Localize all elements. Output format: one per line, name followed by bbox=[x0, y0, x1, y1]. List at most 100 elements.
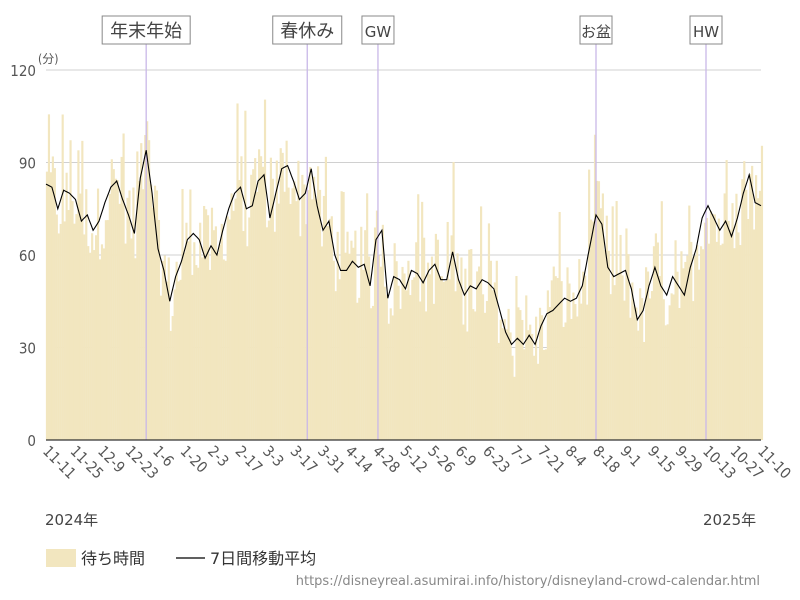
bar bbox=[756, 198, 760, 440]
legend-line-label: 7日間移動平均 bbox=[210, 549, 316, 568]
bar bbox=[65, 172, 68, 440]
x-tick-9-15: 9-15 bbox=[644, 442, 678, 476]
bar bbox=[366, 193, 369, 440]
bar bbox=[536, 363, 540, 440]
bar bbox=[458, 282, 461, 440]
bar bbox=[666, 324, 669, 440]
bar bbox=[755, 175, 758, 440]
bar bbox=[171, 316, 174, 440]
bar bbox=[309, 166, 312, 441]
bar bbox=[144, 135, 147, 440]
bar bbox=[157, 219, 161, 440]
bar bbox=[395, 261, 398, 440]
bar bbox=[662, 299, 665, 440]
bar bbox=[580, 303, 583, 440]
bar bbox=[493, 282, 496, 440]
bar bbox=[711, 213, 714, 440]
bar bbox=[735, 193, 738, 440]
legend-bar-swatch bbox=[46, 549, 76, 567]
bar bbox=[623, 300, 626, 440]
bar bbox=[538, 307, 542, 440]
bar bbox=[283, 191, 286, 440]
bar bbox=[49, 172, 52, 440]
bar bbox=[161, 260, 164, 440]
bar bbox=[419, 301, 422, 440]
bar bbox=[212, 230, 216, 440]
bar bbox=[686, 255, 689, 440]
bar bbox=[120, 156, 123, 440]
bar bbox=[456, 253, 459, 440]
bar bbox=[570, 318, 573, 440]
bar bbox=[232, 210, 235, 440]
y-tick-labels: 0 30 60 90 120 bbox=[10, 62, 36, 450]
bar bbox=[656, 242, 659, 440]
bar bbox=[741, 179, 744, 441]
bar bbox=[328, 218, 331, 440]
bar bbox=[216, 253, 219, 440]
bar bbox=[603, 250, 606, 440]
bar bbox=[87, 246, 90, 440]
bar bbox=[195, 265, 198, 440]
bar bbox=[513, 376, 516, 440]
bar bbox=[489, 260, 492, 440]
bar bbox=[515, 276, 518, 440]
bar bbox=[411, 279, 414, 440]
bar bbox=[590, 219, 593, 440]
bar bbox=[733, 248, 736, 440]
annotation-label: HW bbox=[693, 23, 719, 41]
x-tick-5-12: 5-12 bbox=[397, 442, 431, 476]
bar bbox=[346, 231, 349, 440]
bar bbox=[698, 269, 701, 440]
bar bbox=[313, 176, 316, 440]
bar bbox=[163, 255, 166, 440]
bar bbox=[607, 250, 610, 440]
bar bbox=[373, 227, 377, 440]
bar bbox=[134, 258, 137, 440]
bar bbox=[218, 244, 221, 440]
bar bbox=[705, 217, 709, 440]
bar bbox=[591, 221, 595, 440]
bar bbox=[578, 259, 581, 440]
moving-average-line bbox=[45, 150, 762, 346]
bar bbox=[370, 308, 373, 440]
bar bbox=[550, 280, 553, 440]
bar bbox=[635, 307, 638, 440]
bar bbox=[169, 330, 172, 440]
bar bbox=[122, 133, 125, 440]
x-tick-4-28: 4-28 bbox=[369, 442, 403, 476]
bar bbox=[464, 268, 467, 440]
bar bbox=[476, 271, 479, 440]
bar bbox=[146, 121, 149, 441]
bar bbox=[387, 323, 390, 440]
bar bbox=[646, 271, 650, 440]
bar bbox=[77, 150, 80, 440]
bar bbox=[652, 246, 656, 440]
bar bbox=[73, 223, 76, 440]
bar bbox=[401, 266, 404, 440]
bar bbox=[208, 269, 212, 440]
bar bbox=[148, 140, 151, 441]
x-tick-3-17: 3-17 bbox=[287, 442, 321, 476]
bar bbox=[67, 209, 70, 440]
bar bbox=[643, 341, 646, 440]
bar bbox=[338, 279, 341, 440]
bar bbox=[214, 226, 217, 440]
bar bbox=[552, 266, 555, 440]
bar bbox=[95, 235, 98, 440]
bar bbox=[362, 269, 365, 440]
bar bbox=[150, 184, 153, 440]
bar bbox=[391, 315, 394, 440]
bar bbox=[81, 140, 84, 440]
legend: 待ち時間 7日間移動平均 bbox=[46, 549, 316, 568]
bar bbox=[98, 259, 102, 440]
bar bbox=[660, 201, 663, 440]
bar bbox=[354, 230, 357, 440]
bar bbox=[509, 332, 512, 440]
bar bbox=[112, 169, 115, 440]
bar bbox=[311, 199, 314, 440]
bar bbox=[375, 210, 379, 440]
bar bbox=[527, 330, 530, 440]
bar bbox=[611, 206, 614, 440]
bar bbox=[175, 261, 178, 440]
